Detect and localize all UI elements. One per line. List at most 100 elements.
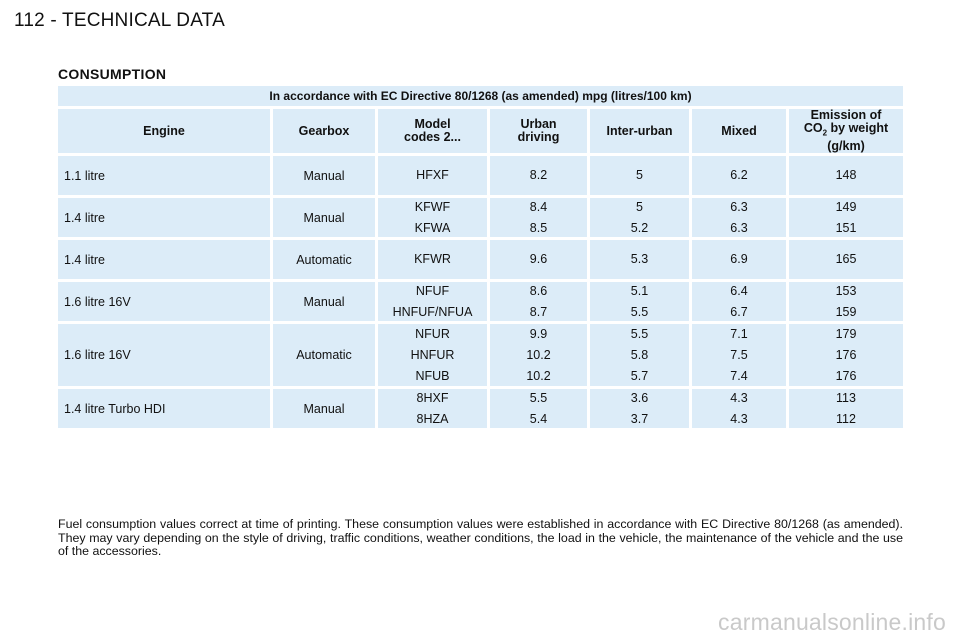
mixed-cell-value: 6.3 bbox=[730, 199, 748, 214]
urban-cell: 9.9 10.2 10.2 bbox=[490, 324, 590, 386]
mixed-cell-value: 7.4 bbox=[730, 368, 748, 383]
co2-cell: 148 bbox=[789, 156, 903, 195]
watermark: carmanualsonline.info bbox=[718, 609, 946, 635]
section-title: CONSUMPTION bbox=[58, 66, 167, 82]
mixed-cell-value: 6.4 bbox=[730, 283, 748, 298]
gearbox-cell: Manual bbox=[273, 198, 378, 237]
header-urban: Urban driving bbox=[490, 109, 590, 153]
table-row: 1.4 litre Manual KFWF KFWA 8.4 8.5 5 5.2 6.3 6.3 1… bbox=[58, 198, 903, 240]
urban-cell-value: 5.4 bbox=[529, 411, 548, 426]
co-text: CO bbox=[803, 121, 823, 136]
model-codes-cell: 8HXF 8HZA bbox=[378, 389, 490, 428]
mixed-cell-value: 7.1 bbox=[730, 326, 748, 341]
interurban-cell: 5.1 5.5 bbox=[590, 282, 692, 321]
header-urban-line1: Urban bbox=[520, 117, 557, 131]
interurban-cell: 5 bbox=[590, 156, 692, 195]
urban-cell-value: 8.4 bbox=[529, 199, 548, 214]
interurban-cell-value: 5.2 bbox=[630, 220, 649, 235]
co2-cell-value: 148 bbox=[835, 168, 857, 182]
footnote: Fuel consumption values correct at time … bbox=[58, 517, 903, 558]
interurban-cell-value: 5.3 bbox=[630, 252, 649, 266]
co2-cell-value: 153 bbox=[835, 283, 857, 298]
table-header-row: Engine Gearbox Model codes 2... Urban dr… bbox=[58, 109, 903, 156]
urban-cell: 5.5 5.4 bbox=[490, 389, 590, 428]
header-model-codes: Model codes 2... bbox=[378, 109, 490, 153]
mixed-cell: 7.1 7.5 7.4 bbox=[692, 324, 789, 386]
urban-cell-value: 8.2 bbox=[529, 168, 548, 182]
model-codes-cell: KFWR bbox=[378, 240, 490, 279]
model-codes-cell-value: HNFUR bbox=[410, 347, 455, 362]
engine-cell: 1.6 litre 16V bbox=[58, 324, 273, 386]
co2-cell-value: 113 bbox=[836, 390, 856, 405]
co2-cell-value: 159 bbox=[835, 304, 857, 319]
header-mixed: Mixed bbox=[692, 109, 789, 153]
co2-cell-value: 151 bbox=[835, 220, 857, 235]
table-row: 1.6 litre 16V Manual NFUF HNFUF/NFUA 8.6 8.7 5… bbox=[58, 282, 903, 324]
gearbox-cell: Automatic bbox=[273, 240, 378, 279]
interurban-cell-value: 5.5 bbox=[630, 304, 649, 319]
model-codes-cell-value: KFWF bbox=[414, 199, 451, 214]
header-emission-line1: Emission of bbox=[810, 108, 882, 123]
urban-cell: 8.4 8.5 bbox=[490, 198, 590, 237]
table-caption: In accordance with EC Directive 80/1268 … bbox=[58, 86, 903, 109]
table-row: 1.6 litre 16V Automatic NFUR HNFUR NFUB 9.9 10… bbox=[58, 324, 903, 389]
model-codes-cell: NFUF HNFUF/NFUA bbox=[378, 282, 490, 321]
mixed-cell-value: 6.7 bbox=[730, 304, 748, 319]
urban-cell: 8.6 8.7 bbox=[490, 282, 590, 321]
co2-cell-value: 112 bbox=[836, 411, 856, 426]
header-model-line2: codes 2... bbox=[404, 130, 461, 144]
mixed-cell: 6.3 6.3 bbox=[692, 198, 789, 237]
mixed-cell-value: 4.3 bbox=[730, 390, 748, 405]
gearbox-cell: Automatic bbox=[273, 324, 378, 386]
co2-cell: 149 151 bbox=[789, 198, 903, 237]
mixed-cell: 4.3 4.3 bbox=[692, 389, 789, 428]
model-codes-cell-value: NFUB bbox=[415, 368, 450, 383]
co2-cell: 153 159 bbox=[789, 282, 903, 321]
header-interurban: Inter-urban bbox=[590, 109, 692, 153]
header-engine: Engine bbox=[58, 109, 273, 153]
model-codes-cell-value: KFWR bbox=[414, 252, 451, 266]
urban-cell: 8.2 bbox=[490, 156, 590, 195]
co2-cell-value: 179 bbox=[835, 326, 857, 341]
header-emission-line2: CO2 by weight bbox=[804, 122, 888, 140]
urban-cell-value: 5.5 bbox=[529, 390, 548, 405]
header-gearbox: Gearbox bbox=[273, 109, 378, 153]
interurban-cell-value: 5.7 bbox=[630, 368, 649, 383]
consumption-table: In accordance with EC Directive 80/1268 … bbox=[58, 86, 903, 431]
engine-cell: 1.4 litre Turbo HDI bbox=[58, 389, 273, 428]
urban-cell-value: 8.5 bbox=[529, 220, 548, 235]
by-weight-text: by weight bbox=[827, 121, 889, 136]
table-row: 1.4 litre Automatic KFWR 9.6 5.3 6.9 165 bbox=[58, 240, 903, 282]
interurban-cell-value: 5 bbox=[636, 168, 643, 182]
table-body: 1.1 litre Manual HFXF 8.2 5 6.2 148 1.4 litre Ma… bbox=[58, 156, 903, 431]
co2-subscript: 2 bbox=[822, 128, 828, 138]
mixed-cell: 6.4 6.7 bbox=[692, 282, 789, 321]
header-model-line1: Model bbox=[414, 117, 451, 131]
model-codes-cell-value: NFUF bbox=[415, 283, 450, 298]
model-codes-cell-value: NFUR bbox=[415, 326, 450, 341]
urban-cell-value: 10.2 bbox=[526, 368, 551, 383]
co2-cell-value: 176 bbox=[835, 347, 857, 362]
co2-cell-value: 165 bbox=[835, 252, 857, 266]
gearbox-cell: Manual bbox=[273, 389, 378, 428]
model-codes-cell-value: 8HZA bbox=[416, 411, 449, 426]
interurban-cell-value: 3.6 bbox=[630, 390, 649, 405]
mixed-cell-value: 7.5 bbox=[730, 347, 748, 362]
mixed-cell-value: 6.3 bbox=[730, 220, 748, 235]
model-codes-cell-value: 8HXF bbox=[416, 390, 449, 405]
mixed-cell-value: 4.3 bbox=[730, 411, 748, 426]
mixed-cell-value: 6.2 bbox=[730, 168, 748, 182]
urban-cell-value: 10.2 bbox=[526, 347, 551, 362]
model-codes-cell-value: KFWA bbox=[414, 220, 451, 235]
interurban-cell-value: 5.5 bbox=[630, 326, 649, 341]
engine-cell: 1.1 litre bbox=[58, 156, 273, 195]
urban-cell-value: 8.7 bbox=[529, 304, 548, 319]
table-row: 1.1 litre Manual HFXF 8.2 5 6.2 148 bbox=[58, 156, 903, 198]
header-emission-line3: (g/km) bbox=[827, 138, 865, 153]
interurban-cell-value: 3.7 bbox=[630, 411, 649, 426]
engine-cell: 1.6 litre 16V bbox=[58, 282, 273, 321]
engine-cell: 1.4 litre bbox=[58, 198, 273, 237]
interurban-cell: 5.5 5.8 5.7 bbox=[590, 324, 692, 386]
urban-cell: 9.6 bbox=[490, 240, 590, 279]
mixed-cell: 6.9 bbox=[692, 240, 789, 279]
